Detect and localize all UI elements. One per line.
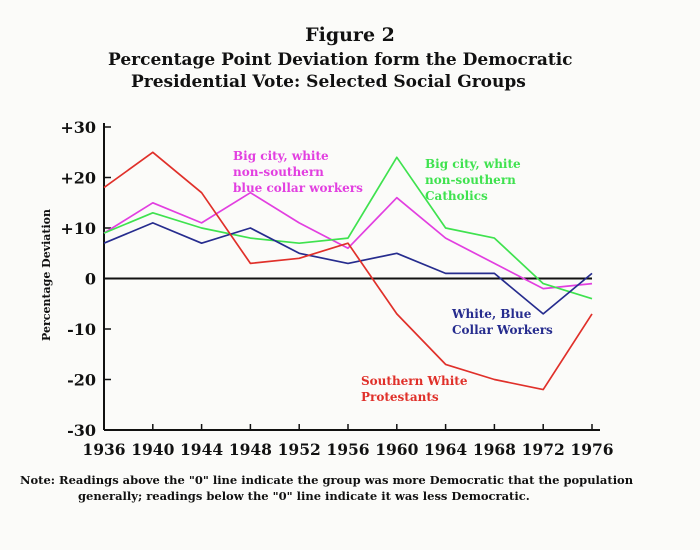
series-labels: Big city, white non-southern blue collar w…	[233, 149, 553, 404]
y-tick-label: +30	[60, 118, 96, 137]
x-tick-label: 1936	[82, 440, 125, 459]
y-tick-label: 0	[85, 270, 96, 289]
x-tick-label: 1964	[424, 440, 467, 459]
series-label: Southern White	[361, 374, 468, 388]
y-tick-label: +20	[60, 169, 96, 188]
series-label: Big city, white	[233, 149, 329, 163]
series-lines	[103, 151, 593, 391]
x-tick-label: 1976	[570, 440, 613, 459]
chart-title-line-2: Presidential Vote: Selected Social Group…	[131, 72, 526, 92]
x-tick-label: 1948	[229, 440, 272, 459]
footnote-line-2: generally; readings below the "0" line i…	[78, 489, 530, 503]
chart-title-line-1: Percentage Point Deviation form the Demo…	[108, 50, 573, 70]
x-tick-label: 1972	[522, 440, 565, 459]
x-tick-label: 1956	[326, 440, 369, 459]
footnote: Note: Readings above the "0" line indica…	[20, 472, 690, 504]
y-tick-label: -20	[67, 371, 96, 390]
series-label: Big city, white	[425, 157, 521, 171]
series-line	[103, 156, 593, 300]
series-line	[103, 191, 593, 290]
y-axis-label: Percentage Deviation	[40, 209, 53, 341]
y-axis: +30 +20 +10 0 -10 -20 -30 Percentage Deviation	[40, 118, 111, 440]
series-label: Protestants	[361, 390, 439, 404]
figure-label: Figure 2	[305, 24, 395, 46]
x-tick-label: 1944	[180, 440, 223, 459]
series-label: Collar Workers	[452, 323, 553, 337]
x-tick-label: 1960	[375, 440, 418, 459]
series-label: Catholics	[425, 189, 488, 203]
footnote-line-1: Note: Readings above the "0" line indica…	[20, 473, 634, 487]
x-tick-label: 1940	[131, 440, 174, 459]
y-tick-label: -10	[67, 320, 96, 339]
series-label: non-southern	[425, 173, 516, 187]
y-tick-label: +10	[60, 219, 96, 238]
series-line	[103, 151, 593, 391]
series-line	[103, 222, 593, 315]
x-tick-label: 1968	[473, 440, 516, 459]
x-axis: 1936 1940 1944 1948 1952 1956 1960 1964 1968 1972…	[82, 424, 614, 459]
series-label: blue collar workers	[233, 181, 363, 195]
y-tick-label: -30	[67, 421, 96, 440]
series-label: White, Blue	[451, 307, 532, 321]
x-tick-label: 1952	[278, 440, 321, 459]
series-label: non-southern	[233, 165, 324, 179]
